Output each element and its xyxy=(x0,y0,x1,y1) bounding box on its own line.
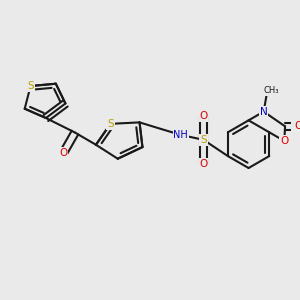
Text: O: O xyxy=(200,111,208,121)
Text: N: N xyxy=(260,106,268,117)
Text: O: O xyxy=(280,136,289,146)
Text: NH: NH xyxy=(173,130,188,140)
Text: O: O xyxy=(294,121,300,131)
Text: S: S xyxy=(107,119,114,129)
Text: CH₃: CH₃ xyxy=(263,86,279,95)
Text: S: S xyxy=(27,81,34,91)
Text: O: O xyxy=(200,159,208,169)
Text: S: S xyxy=(200,135,207,145)
Text: O: O xyxy=(59,148,68,158)
